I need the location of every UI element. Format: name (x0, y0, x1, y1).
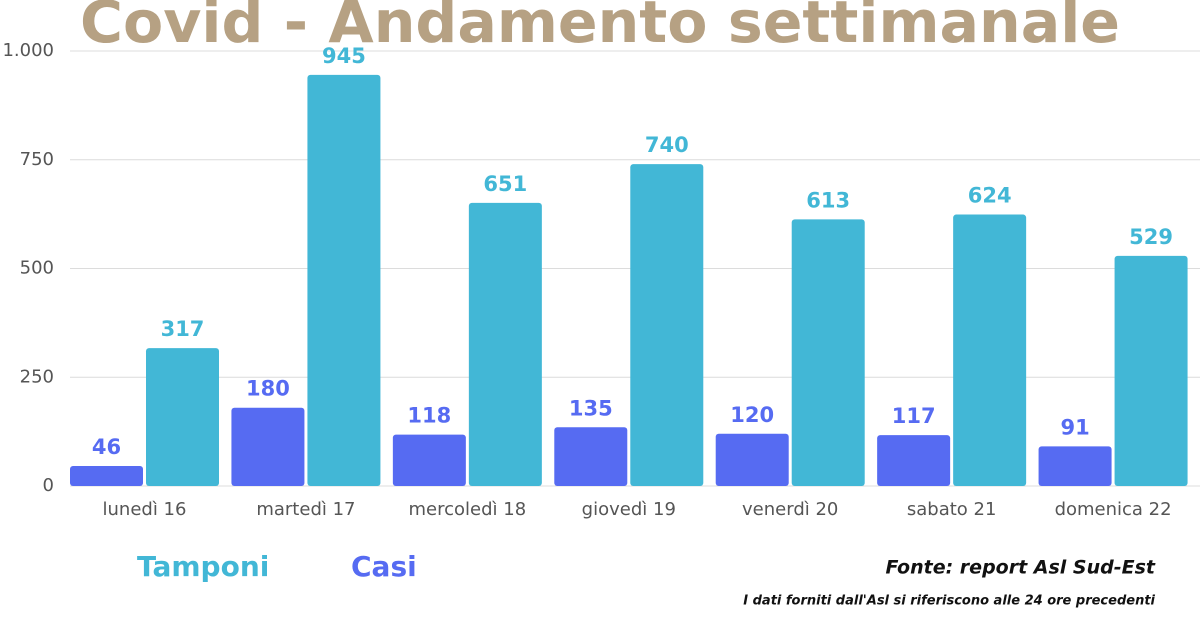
x-tick-label: giovedì 19 (582, 499, 676, 520)
bar (554, 427, 628, 486)
legend-entry: Tamponi (137, 550, 269, 583)
legend-entry: Casi (351, 550, 417, 583)
x-tick-label: mercoledì 18 (409, 499, 527, 520)
x-tick-label: lunedì 16 (103, 499, 187, 520)
value-label: 91 (1060, 415, 1089, 439)
value-label: 118 (407, 404, 451, 428)
value-label: 529 (1129, 225, 1173, 249)
y-tick-label: 750 (20, 149, 54, 170)
bar (715, 433, 789, 486)
bar (468, 202, 542, 486)
value-label: 46 (92, 435, 121, 459)
x-tick-label: venerdì 20 (742, 499, 838, 520)
value-label: 317 (161, 317, 205, 341)
bar (953, 214, 1027, 486)
x-tick-label: sabato 21 (907, 499, 997, 520)
value-label: 651 (483, 172, 527, 196)
bar (630, 164, 704, 486)
y-tick-label: 0 (43, 475, 54, 496)
bar (1038, 446, 1112, 486)
bar (791, 219, 865, 486)
value-label: 613 (806, 188, 850, 212)
value-label: 624 (968, 184, 1012, 208)
value-label: 117 (892, 404, 936, 428)
x-tick-label: martedì 17 (256, 499, 355, 520)
value-label: 180 (246, 377, 290, 401)
note: I dati forniti dall'Asl si riferiscono a… (743, 594, 1155, 609)
chart-title: Covid - Andamento settimanale (80, 0, 1120, 56)
bar (877, 435, 951, 486)
source: Fonte: report Asl Sud-Est (886, 557, 1156, 579)
value-label: 740 (645, 133, 689, 157)
bar (231, 407, 305, 486)
bar (307, 74, 381, 487)
value-label: 120 (730, 403, 774, 427)
bar (392, 434, 466, 486)
bar (1114, 255, 1188, 486)
bar (70, 465, 143, 486)
y-tick-label: 500 (20, 258, 54, 279)
value-label: 135 (569, 396, 613, 420)
x-tick-label: domenica 22 (1055, 499, 1172, 520)
y-tick-label: 250 (20, 366, 54, 387)
value-label: 945 (322, 44, 366, 68)
y-tick-label: 1.000 (2, 40, 54, 61)
bar (146, 348, 219, 486)
